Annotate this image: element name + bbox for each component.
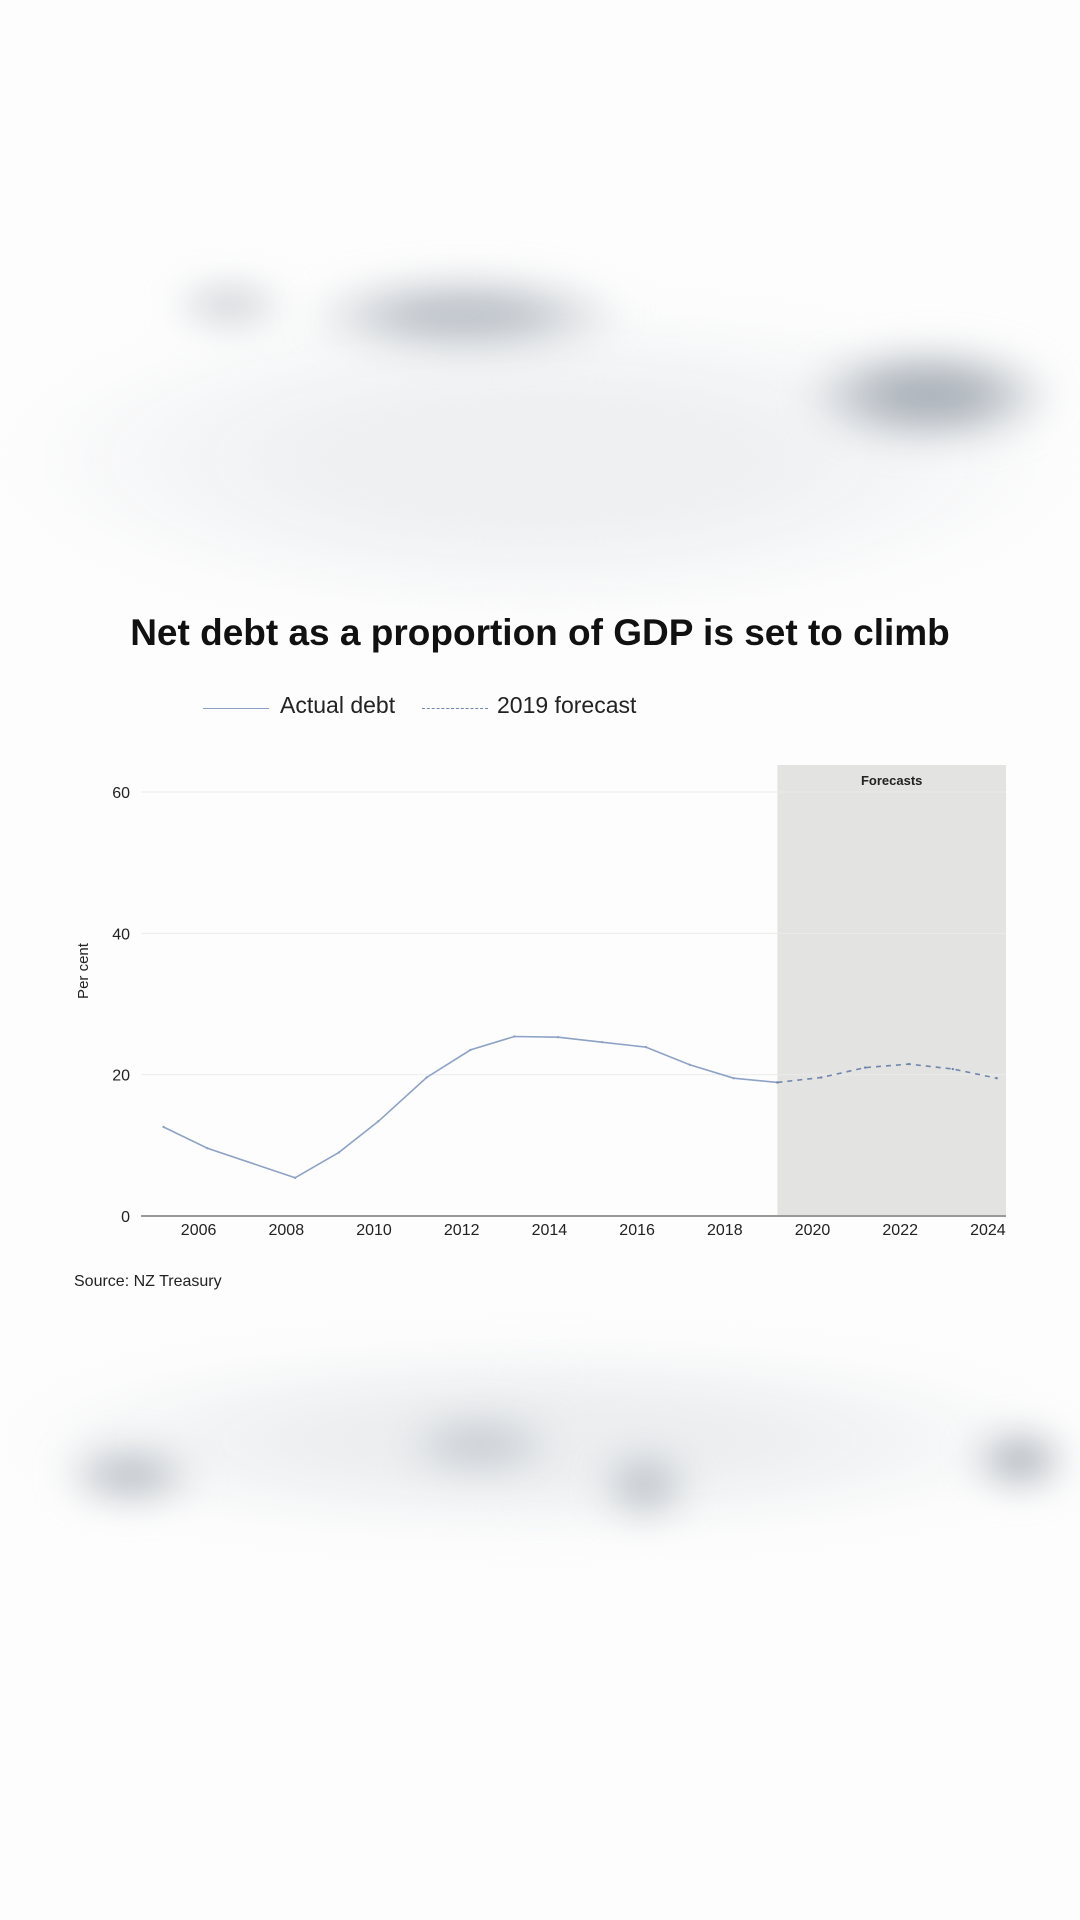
data-point bbox=[377, 1120, 380, 1123]
data-point bbox=[644, 1045, 648, 1049]
background-cloud bbox=[60, 1445, 200, 1505]
data-point bbox=[425, 1076, 428, 1079]
data-point bbox=[732, 1077, 735, 1080]
x-tick-label: 2006 bbox=[181, 1222, 217, 1239]
x-tick-label: 2020 bbox=[795, 1222, 831, 1239]
x-tick-label: 2016 bbox=[619, 1222, 655, 1239]
y-tick-label: 20 bbox=[112, 1068, 130, 1085]
legend-label: Actual debt bbox=[280, 692, 396, 718]
data-point bbox=[600, 1040, 604, 1044]
y-axis-label: Per cent bbox=[75, 942, 92, 999]
forecast-region-label: Forecasts bbox=[861, 773, 922, 788]
x-tick-label: 2024 bbox=[970, 1222, 1006, 1239]
data-point bbox=[513, 1035, 516, 1038]
y-tick-label: 60 bbox=[112, 785, 130, 802]
data-point bbox=[469, 1048, 472, 1052]
data-point bbox=[863, 1066, 867, 1069]
data-point bbox=[776, 1081, 779, 1084]
x-tick-label: 2010 bbox=[356, 1222, 392, 1239]
background-cloud bbox=[170, 285, 290, 325]
data-point bbox=[688, 1063, 691, 1066]
y-tick-label: 0 bbox=[121, 1209, 130, 1226]
data-point bbox=[995, 1077, 998, 1080]
legend-label: 2019 forecast bbox=[497, 692, 637, 718]
x-tick-label: 2018 bbox=[707, 1222, 743, 1239]
background-cloud bbox=[970, 1430, 1070, 1490]
data-point bbox=[951, 1067, 955, 1071]
data-point bbox=[820, 1076, 823, 1079]
legend-item-actual: Actual debt bbox=[203, 692, 395, 719]
background-cloud bbox=[800, 345, 1060, 445]
data-point bbox=[293, 1176, 297, 1180]
legend-solid-line-icon bbox=[203, 708, 269, 709]
x-tick-label: 2014 bbox=[532, 1222, 568, 1239]
series-line-actual-debt bbox=[163, 1035, 778, 1179]
forecast-shaded-region bbox=[777, 765, 1006, 1216]
source-note: Source: NZ Treasury bbox=[74, 1273, 222, 1290]
legend-item-forecast: 2019 forecast bbox=[422, 692, 636, 719]
data-point bbox=[907, 1062, 911, 1066]
chart-title: Net debt as a proportion of GDP is set t… bbox=[130, 612, 950, 653]
legend-dashed-line-icon bbox=[422, 708, 488, 709]
background-cloud bbox=[300, 275, 630, 355]
data-point bbox=[556, 1036, 560, 1039]
x-tick-label: 2022 bbox=[882, 1222, 918, 1239]
y-tick-label: 40 bbox=[112, 926, 130, 943]
series-line-forecast bbox=[777, 1063, 997, 1084]
x-tick-label: 2012 bbox=[444, 1222, 480, 1239]
data-point bbox=[206, 1146, 209, 1150]
data-point bbox=[162, 1125, 165, 1129]
data-point bbox=[337, 1151, 341, 1154]
background-cloud bbox=[400, 1415, 560, 1475]
x-tick-label: 2008 bbox=[269, 1222, 305, 1239]
background-cloud bbox=[600, 1450, 690, 1520]
